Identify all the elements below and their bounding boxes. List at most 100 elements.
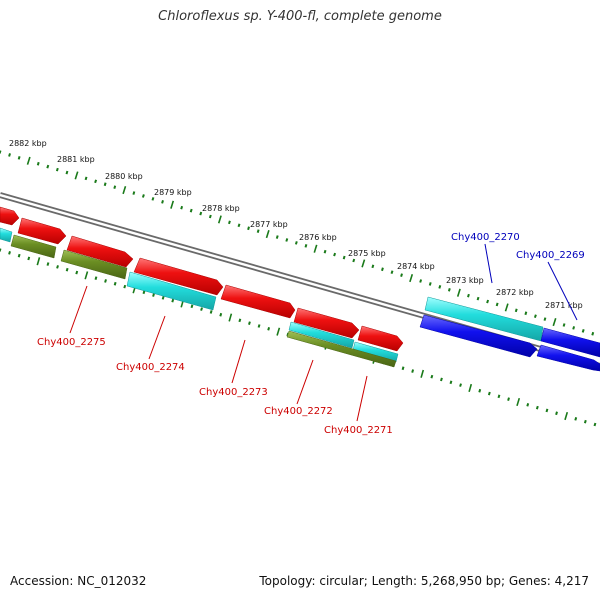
gene-blue-b[interactable] (536, 344, 600, 372)
lower-scale-minor-tick (257, 324, 261, 328)
gene-olive-2[interactable] (60, 249, 128, 280)
gene-olive-3[interactable] (286, 330, 397, 368)
lower-scale-minor-tick (593, 422, 597, 427)
scale-label: 2878 kbp (202, 204, 240, 213)
scale-label: 2882 kbp (9, 139, 47, 148)
lower-scale-minor-tick (583, 419, 587, 424)
lower-scale-minor-tick (449, 380, 453, 385)
lower-scale-minor-tick (161, 296, 165, 300)
scale-labels: 2882 kbp 2881 kbp 2880 kbp 2879 kbp 2878… (9, 139, 583, 310)
scale-label: 2880 kbp (105, 172, 143, 181)
upper-scale-minor-tick (400, 273, 403, 277)
upper-scale-minor-tick (256, 229, 260, 233)
lower-scale-minor-tick (171, 298, 175, 303)
lower-scale-minor-tick (574, 417, 578, 421)
gene-label-chy400-2272[interactable]: Chy400_2272 (264, 406, 333, 417)
lower-scale-minor-tick (75, 270, 79, 275)
upper-scale-minor-tick (199, 211, 203, 216)
upper-scale-major-tick (361, 259, 366, 268)
upper-scale-major-tick (74, 171, 79, 180)
gene-track-rna (0, 227, 399, 368)
upper-scale-minor-tick (428, 282, 432, 286)
lower-scale-minor-tick (17, 253, 21, 258)
gene-blue-a[interactable] (419, 314, 538, 358)
upper-scale-minor-tick (467, 293, 470, 298)
gene-cyan-1[interactable] (0, 227, 13, 243)
lower-scale-minor-tick (219, 312, 223, 317)
lower-scale-minor-tick (104, 279, 107, 283)
gene-chy400-2272[interactable] (220, 284, 296, 319)
gene-label-chy400-2269[interactable]: Chy400_2269 (516, 250, 585, 261)
lower-scale-minor-tick (478, 388, 482, 393)
gene-chy400-2271[interactable] (357, 325, 404, 352)
upper-scale-minor-tick (151, 197, 155, 201)
gene-chy400-2273[interactable] (133, 257, 224, 296)
gene-chy400-2271a[interactable] (293, 307, 360, 339)
upper-scale-minor-tick (390, 270, 394, 275)
upper-scale-major-tick (122, 186, 127, 195)
lower-scale-minor-tick (27, 256, 31, 261)
upper-scale-minor-tick (591, 331, 595, 336)
gene-chy400-2269[interactable] (540, 327, 600, 358)
lower-scale-minor-tick (0, 248, 2, 252)
gene-label-chy400-2271[interactable]: Chy400_2271 (324, 425, 393, 436)
scale-label: 2879 kbp (154, 188, 192, 197)
lower-scale-minor-tick (440, 377, 443, 382)
upper-scale-track (0, 150, 595, 336)
upper-scale-minor-tick (381, 267, 384, 272)
lower-scale-minor-tick (56, 265, 59, 269)
upper-scale-minor-tick (294, 241, 298, 245)
gene-cyan-4[interactable] (352, 341, 399, 363)
scale-label: 2874 kbp (397, 262, 435, 271)
lower-scale-major-tick (84, 271, 89, 280)
lower-scale-minor-tick (535, 405, 539, 410)
upper-scale-major-tick (552, 317, 557, 327)
upper-scale-minor-tick (371, 264, 375, 269)
upper-scale-minor-tick (132, 191, 136, 195)
lower-scale-minor-tick (65, 267, 69, 272)
upper-scale-major-tick (170, 200, 175, 209)
gene-label-chy400-2274[interactable]: Chy400_2274 (116, 362, 185, 373)
lower-scale-minor-tick (142, 290, 146, 295)
upper-scale-minor-tick (514, 308, 518, 313)
gene-track-red (0, 206, 404, 352)
gene-label-chy400-2275[interactable]: Chy400_2275 (37, 337, 106, 348)
scale-label: 2875 kbp (348, 249, 386, 258)
lower-scale-major-tick (564, 411, 569, 421)
gene-cyan-3[interactable] (288, 321, 355, 349)
genome-title: Chloroflexus sp. Y-400-fl, complete geno… (158, 9, 442, 24)
upper-scale-minor-tick (533, 314, 537, 319)
lower-scale-major-tick (36, 257, 41, 266)
upper-scale-minor-tick (17, 156, 21, 160)
scale-label: 2877 kbp (250, 220, 288, 229)
lower-scale-minor-tick (411, 369, 415, 373)
lower-scale-minor-tick (267, 327, 271, 331)
gene-cyan-2[interactable] (126, 271, 217, 311)
lower-scale-minor-tick (248, 321, 251, 325)
gene-chy400-2275[interactable] (17, 217, 67, 245)
gene-olive-1[interactable] (10, 234, 57, 259)
lower-scale-minor-tick (200, 307, 203, 311)
lower-scale-major-tick (228, 313, 233, 322)
gene-label-chy400-2270[interactable]: Chy400_2270 (451, 232, 520, 243)
upper-scale-minor-tick (275, 235, 279, 239)
upper-scale-minor-tick (65, 170, 69, 175)
upper-scale-minor-tick (161, 200, 164, 204)
gene-chy400-2276[interactable] (0, 206, 20, 226)
upper-scale-major-tick (504, 303, 509, 312)
upper-scale-minor-tick (486, 299, 490, 304)
upper-scale-minor-tick (36, 161, 40, 166)
upper-scale-minor-tick (285, 238, 289, 242)
gene-leader-lines (69, 243, 578, 422)
gene-label-chy400-2273[interactable]: Chy400_2273 (199, 387, 268, 398)
lower-scale-minor-tick (152, 293, 155, 297)
gene-chy400-2274[interactable] (66, 235, 134, 268)
upper-scale-minor-tick (208, 214, 212, 219)
upper-scale-minor-tick (228, 220, 231, 225)
lower-scale-minor-tick (123, 284, 127, 289)
upper-scale-minor-tick (524, 311, 528, 316)
upper-scale-major-tick (456, 288, 461, 297)
lower-scale-major-tick (420, 369, 425, 378)
scale-label: 2873 kbp (446, 276, 484, 285)
